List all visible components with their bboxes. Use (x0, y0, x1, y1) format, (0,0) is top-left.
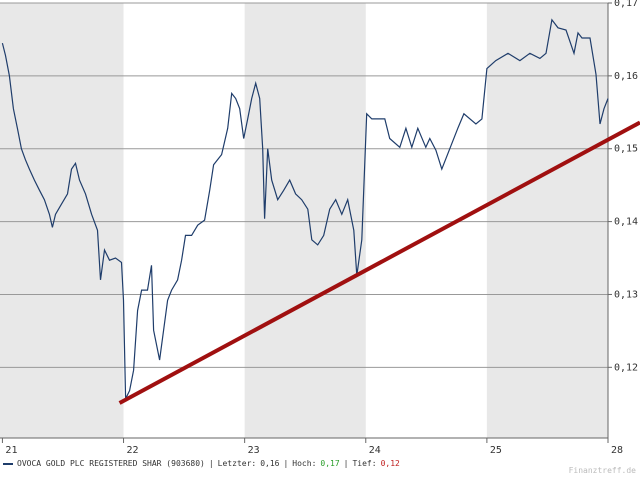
low-label: Tief: (352, 459, 377, 468)
legend-label: OVOCA GOLD PLC REGISTERED SHAR (903680) (17, 459, 205, 468)
legend: OVOCA GOLD PLC REGISTERED SHAR (903680) |… (0, 459, 640, 473)
x-tick-label: 23 (248, 445, 260, 456)
y-tick-label: 0,15 (614, 144, 638, 155)
high-label: Hoch: (292, 459, 317, 468)
last-label: Letzter: (217, 459, 257, 468)
watermark: Finanztreff.de (568, 466, 636, 475)
chart: 0,12 0,13 0,14 0,15 0,16 0,17 21 22 23 24 25 28 (0, 0, 640, 456)
legend-swatch (3, 462, 13, 465)
y-tick-label: 0,13 (614, 289, 638, 300)
price-line (1, 18, 609, 399)
x-tick-label: 25 (490, 445, 502, 456)
low-value: 0,12 (380, 459, 400, 468)
x-tick-label: 24 (369, 445, 381, 456)
y-tick-label: 0,12 (614, 362, 638, 373)
high-value: 0,17 (320, 459, 340, 468)
separator: | (283, 459, 289, 468)
x-tick-label: 21 (5, 445, 17, 456)
y-tick-label: 0,14 (614, 217, 638, 228)
separator: | (208, 459, 214, 468)
trend-line (118, 120, 640, 405)
x-tick-label: 22 (127, 445, 139, 456)
x-tick-label: 28 (611, 445, 623, 456)
day-band (244, 3, 366, 438)
last-value: 0,16 (260, 459, 280, 468)
y-tick-label: 0,17 (614, 0, 638, 9)
day-band (486, 3, 608, 438)
separator: | (343, 459, 349, 468)
y-tick-label: 0,16 (614, 71, 638, 82)
day-band (0, 3, 124, 438)
